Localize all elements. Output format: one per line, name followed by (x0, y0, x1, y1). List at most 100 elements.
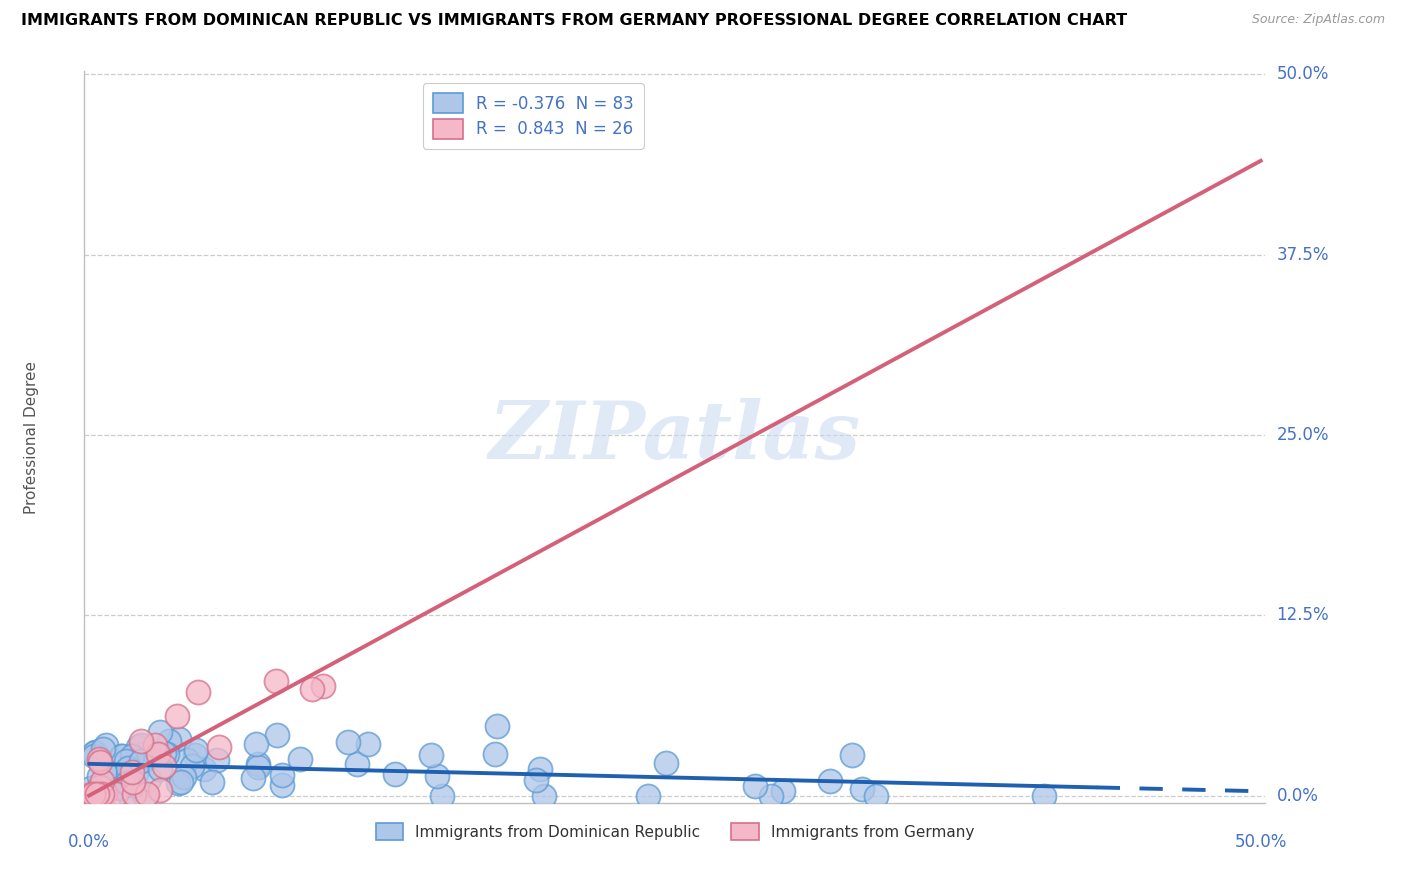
Point (122, 775, 145, 789)
Point (357, 737, 380, 751)
Point (118, 789, 141, 803)
Point (167, 776, 190, 790)
Point (86, 787, 108, 801)
Point (346, 757, 368, 772)
Point (80, 780, 103, 795)
Point (89, 780, 111, 794)
Point (245, 737, 267, 751)
Point (115, 754, 138, 768)
Point (184, 743, 207, 757)
Point (166, 708, 188, 723)
Point (89, 752, 111, 766)
Point (82, 787, 104, 801)
Point (484, 747, 506, 761)
Point (96, 776, 118, 790)
Point (169, 775, 191, 789)
Point (169, 732, 191, 747)
Legend: Immigrants from Dominican Republic, Immigrants from Germany: Immigrants from Dominican Republic, Immi… (370, 816, 980, 847)
Point (524, 772, 547, 787)
Point (153, 746, 176, 760)
Point (637, 789, 659, 803)
Point (529, 762, 551, 776)
Point (101, 767, 124, 781)
Point (120, 766, 142, 780)
Text: 0.0%: 0.0% (1277, 787, 1319, 805)
Point (111, 779, 134, 793)
Text: 0.0%: 0.0% (67, 833, 110, 851)
Point (117, 761, 139, 775)
Text: IMMIGRANTS FROM DOMINICAN REPUBLIC VS IMMIGRANTS FROM GERMANY PROFESSIONAL DEGRE: IMMIGRANTS FROM DOMINICAN REPUBLIC VS IM… (21, 13, 1128, 29)
Point (205, 753, 228, 767)
Point (759, 789, 782, 803)
Point (242, 772, 264, 786)
Point (94, 787, 117, 801)
Point (121, 749, 143, 764)
Point (655, 756, 678, 771)
Point (110, 749, 132, 764)
Point (80, 787, 103, 801)
Text: Professional Degree: Professional Degree (24, 360, 39, 514)
Point (84, 784, 107, 798)
Point (149, 762, 172, 776)
Point (200, 775, 222, 789)
Text: 50.0%: 50.0% (1234, 833, 1286, 851)
Point (288, 752, 311, 766)
Point (193, 762, 215, 776)
Point (124, 753, 146, 767)
Point (312, 679, 335, 693)
Point (94, 738, 117, 752)
Point (121, 765, 143, 780)
Point (94, 764, 117, 778)
Point (533, 789, 555, 803)
Point (818, 774, 841, 789)
Point (129, 738, 152, 752)
Point (430, 789, 453, 803)
Point (125, 766, 148, 780)
Point (100, 764, 122, 778)
Point (841, 747, 863, 762)
Point (384, 767, 406, 781)
Point (146, 747, 169, 761)
Point (134, 789, 156, 803)
Point (145, 738, 167, 752)
Point (90, 787, 112, 801)
Point (129, 734, 152, 748)
Point (264, 674, 287, 689)
Point (89, 755, 111, 769)
Text: Source: ZipAtlas.com: Source: ZipAtlas.com (1251, 13, 1385, 27)
Point (271, 768, 294, 782)
Point (127, 739, 149, 754)
Point (1033, 789, 1056, 803)
Point (83, 745, 105, 759)
Point (132, 754, 155, 768)
Point (127, 747, 149, 761)
Point (173, 770, 195, 784)
Point (246, 760, 269, 774)
Point (157, 734, 180, 748)
Point (91, 742, 114, 756)
Point (111, 771, 134, 785)
Text: ZIPatlas: ZIPatlas (489, 399, 860, 475)
Point (90, 774, 112, 789)
Point (83, 747, 105, 761)
Point (129, 754, 152, 768)
Point (181, 758, 204, 772)
Point (138, 772, 160, 786)
Point (426, 769, 449, 783)
Point (117, 767, 139, 781)
Text: 25.0%: 25.0% (1277, 425, 1329, 444)
Text: 50.0%: 50.0% (1277, 65, 1329, 83)
Point (110, 749, 132, 764)
Point (187, 685, 209, 699)
Text: 12.5%: 12.5% (1277, 607, 1329, 624)
Point (176, 753, 198, 767)
Point (772, 784, 794, 798)
Point (153, 758, 176, 772)
Point (149, 725, 172, 739)
Point (122, 778, 145, 792)
Point (207, 740, 229, 755)
Point (87, 769, 110, 783)
Point (142, 745, 165, 759)
Text: 37.5%: 37.5% (1277, 245, 1329, 263)
Point (122, 787, 145, 801)
